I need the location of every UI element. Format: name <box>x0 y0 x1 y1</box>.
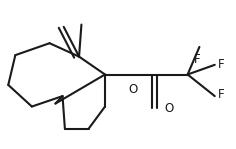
Text: F: F <box>218 88 224 101</box>
Text: F: F <box>194 53 200 66</box>
Text: F: F <box>218 58 224 71</box>
Text: O: O <box>164 101 173 115</box>
Text: O: O <box>129 83 138 96</box>
